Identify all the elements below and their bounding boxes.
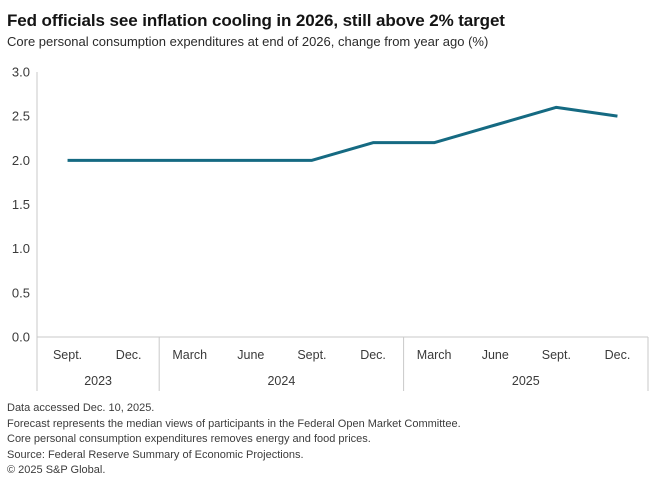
y-axis-tick-label: 1.5	[12, 197, 30, 212]
x-axis-tick-label: Sept.	[297, 348, 326, 362]
y-axis-tick-label: 0.0	[12, 330, 30, 345]
x-axis-tick-label: March	[417, 348, 452, 362]
footnote-source: Source: Federal Reserve Summary of Econo…	[7, 448, 304, 461]
y-axis-tick-label: 0.5	[12, 285, 30, 300]
chart-footnotes: Data accessed Dec. 10, 2025. Forecast re…	[7, 401, 653, 479]
y-axis-tick-label: 1.0	[12, 241, 30, 256]
y-axis-tick-label: 3.0	[12, 65, 30, 80]
footnote-forecast: Forecast represents the median views of …	[7, 417, 461, 430]
x-axis-tick-label: March	[172, 348, 207, 362]
x-axis-tick-label: June	[482, 348, 509, 362]
footnote-core-pce: Core personal consumption expenditures r…	[7, 433, 371, 445]
x-axis-tick-label: Sept.	[53, 348, 82, 362]
x-axis-tick-label: Dec.	[116, 348, 142, 362]
chart-subtitle: Core personal consumption expenditures a…	[7, 34, 489, 49]
chart-header: Fed officials see inflation cooling in 2…	[0, 0, 660, 50]
line-chart-svg: 3.0 2.5 2.0 1.5 1.0 0.5 0.0 Sept. Dec. March June S…	[12, 65, 649, 391]
x-axis-tick-label: Sept.	[542, 348, 571, 362]
x-axis-year-label: 2025	[512, 374, 540, 388]
x-axis-tick-label: Dec.	[605, 348, 631, 362]
x-axis-year-label: 2024	[267, 374, 295, 388]
x-axis-year-label: 2023	[84, 374, 112, 388]
footnote-copyright: © 2025 S&P Global.	[7, 464, 106, 476]
footnote-data-accessed: Data accessed Dec. 10, 2025.	[7, 402, 155, 414]
chart-title: Fed officials see inflation cooling in 2…	[7, 11, 505, 30]
data-line-series	[67, 105, 618, 162]
x-axis-tick-label: June	[237, 348, 264, 362]
line-chart: 3.0 2.5 2.0 1.5 1.0 0.5 0.0 Sept. Dec. March June S…	[0, 58, 660, 398]
y-axis-tick-label: 2.0	[12, 153, 30, 168]
x-axis-tick-label: Dec.	[360, 348, 386, 362]
y-axis-tick-label: 2.5	[12, 109, 30, 124]
